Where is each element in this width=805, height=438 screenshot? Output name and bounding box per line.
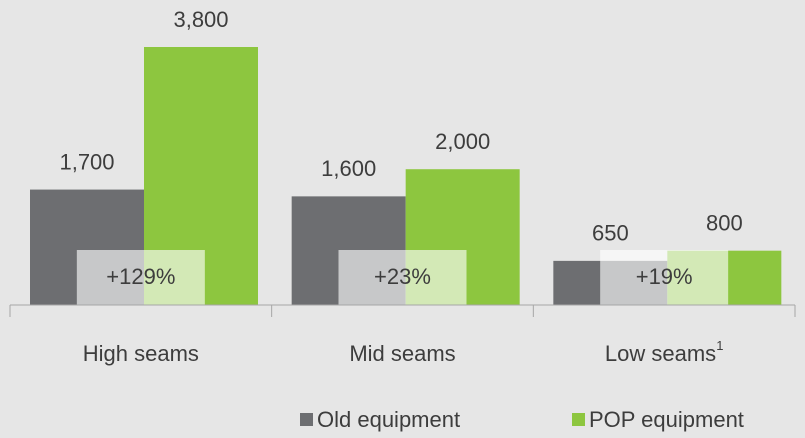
value-label: 3,800 [173,7,228,32]
x-tick-label: Mid seams [349,341,455,366]
legend-label: POP equipment [589,407,744,432]
annotation-box [338,250,467,305]
value-label: 800 [706,210,743,235]
annotation-box [600,250,729,305]
annotation: +19% [636,264,693,289]
value-label: 1,600 [321,156,376,181]
category-name: Low seams [605,341,716,366]
annotation: +129% [106,264,175,289]
legend-label: Old equipment [317,407,460,432]
annotation: +23% [374,264,431,289]
legend-swatch [300,413,313,426]
value-label: 650 [592,221,629,246]
x-tick-label: Low seams1 [605,338,724,365]
value-label: 1,700 [59,149,114,174]
footnote-marker: 1 [716,338,723,353]
category-name: Mid seams [349,341,455,366]
category-name: High seams [83,341,199,366]
legend-swatch [572,413,585,426]
annotation-box [76,250,205,305]
x-tick-label: High seams [83,341,199,366]
value-label: 2,000 [435,129,490,154]
